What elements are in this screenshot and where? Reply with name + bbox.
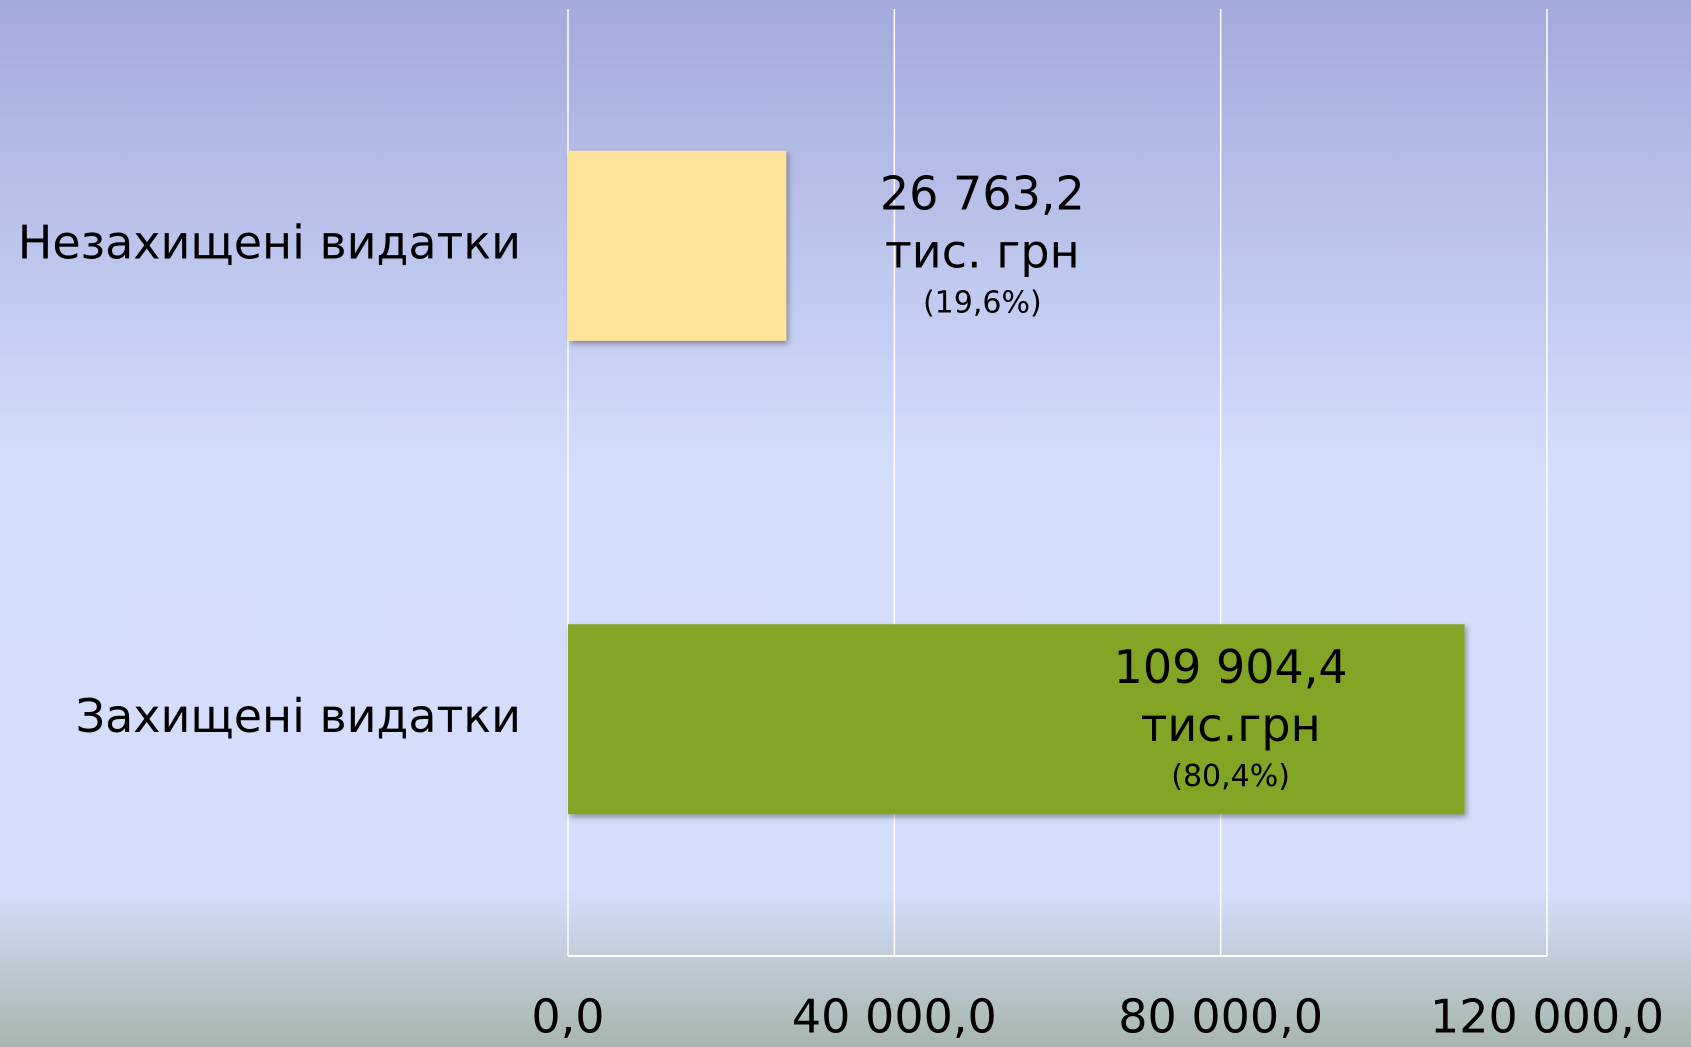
share-label: (19,6%) (923, 285, 1042, 320)
x-tick-label: 40 000,0 (792, 990, 997, 1044)
y-tick-label: Захищені видатки (76, 689, 521, 743)
share-label: (80,4%) (1171, 759, 1290, 794)
unit-label: тис. грн (885, 224, 1080, 278)
value-label: 109 904,4 (1114, 640, 1348, 694)
y-tick-label: Незахищені видатки (18, 215, 521, 269)
bar (568, 150, 787, 341)
value-label: 26 763,2 (880, 166, 1085, 220)
unit-label: тис.грн (1141, 698, 1321, 752)
bar (568, 624, 1465, 815)
x-tick-label: 0,0 (531, 990, 604, 1044)
x-tick-label: 120 000,0 (1430, 990, 1664, 1044)
x-tick-label: 80 000,0 (1118, 990, 1323, 1044)
